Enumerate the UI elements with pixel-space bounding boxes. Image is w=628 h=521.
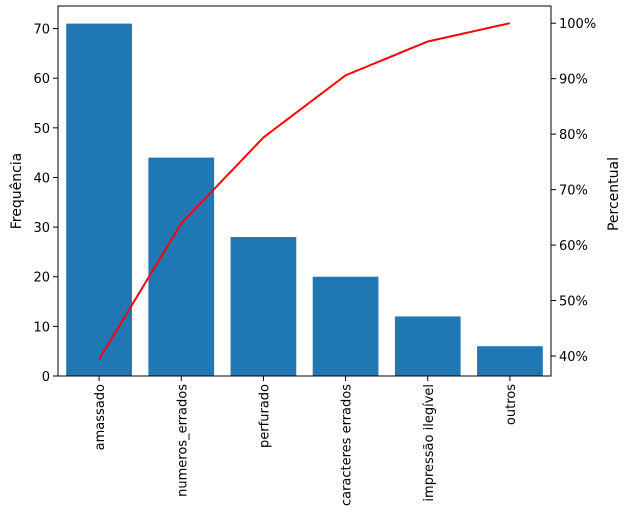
y-axis-label-right: Percentual [606,157,622,231]
cumulative-percent-line [98,22,511,360]
bar-1 [148,157,215,376]
x-tick-label: impressão ilegível [422,384,437,502]
plot-frame [57,5,552,377]
y-tick-label: 10 [33,320,50,335]
x-axis: amassado numeros_errados perfurado caracter… [93,376,519,506]
bar-4 [394,316,461,376]
bar-series [66,23,543,376]
bar-5 [477,346,543,376]
x-tick-label: amassado [93,384,108,450]
y-right-tick-label: 70% [559,184,588,199]
x-tick-label: caracteres errados [340,384,355,506]
y-tick-label: 0 [42,370,50,385]
y-tick-label: 60 [33,72,50,87]
bar-3 [312,276,379,376]
y-axis-label-left: Frequência [9,153,25,230]
x-tick-label: numeros_errados [175,384,190,497]
y-right-tick-label: 40% [559,350,588,365]
y-tick-label: 50 [33,122,50,137]
left-y-axis: 0 10 20 30 40 50 60 70 [33,23,58,385]
y-right-tick-label: 50% [559,295,588,310]
right-y-axis: 40% 50% 60% 70% 80% 90% 100% [551,17,596,365]
y-right-tick-label: 90% [559,73,588,88]
x-tick-label: perfurado [257,384,272,448]
x-tick-label: outros [504,384,519,425]
y-tick-label: 40 [33,171,50,186]
y-tick-label: 30 [33,221,50,236]
y-right-tick-label: 60% [559,239,588,254]
y-tick-label: 20 [33,271,50,286]
y-right-tick-label: 80% [559,128,588,143]
bar-2 [230,237,297,376]
bar-0 [66,23,132,376]
y-tick-label: 70 [33,23,50,38]
y-right-tick-label: 100% [559,17,596,32]
